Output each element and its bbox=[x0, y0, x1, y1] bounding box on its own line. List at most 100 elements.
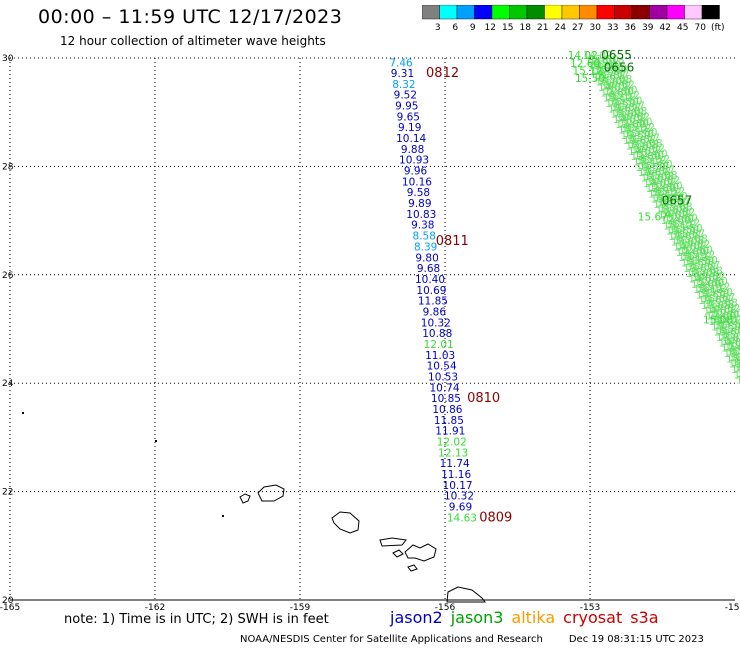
swh-value-label: 10.53 bbox=[428, 371, 458, 383]
swh-value-label: 11.85 bbox=[434, 415, 464, 427]
swh-value-label: 15.08 bbox=[708, 297, 738, 309]
swh-value-label: 9.31 bbox=[391, 68, 414, 80]
color-scale-bar: 3 6 9 12 15 18 21 24 27 30 33 36 39 42 45 70 (ft) bbox=[422, 5, 725, 31]
swh-value-label: 12.60 bbox=[570, 58, 600, 70]
swh-value-label: 15.50 bbox=[711, 321, 740, 333]
swh-value-label: 12.60 bbox=[706, 311, 736, 323]
swh-value-label: 15.08 bbox=[674, 235, 704, 247]
swh-value-label: 14.02 bbox=[613, 114, 643, 126]
island-hawaii bbox=[446, 586, 486, 603]
swh-value-label: 15.12 bbox=[573, 65, 603, 77]
footer-credit: NOAA/NESDIS Center for Satellite Applica… bbox=[240, 634, 704, 645]
swh-value-label: 15.08 bbox=[659, 203, 689, 215]
swh-value-label: 14.02 bbox=[635, 143, 665, 155]
swh-value-label: 10.14 bbox=[396, 133, 426, 145]
swh-value-label: 12.60 bbox=[679, 246, 709, 258]
swh-value-label: 12.60 bbox=[637, 149, 667, 161]
swh-value-label: 15.08 bbox=[602, 74, 632, 86]
swh-value-label: 15.50 bbox=[733, 351, 740, 363]
hawaiian-islands bbox=[22, 412, 486, 603]
swh-value-label: 15.50 bbox=[696, 289, 726, 301]
swh-value-label: 15.08 bbox=[663, 202, 693, 214]
swh-value-label: 15.12 bbox=[667, 219, 697, 231]
lon-tick-label: -159 bbox=[290, 603, 311, 612]
generated-timestamp: Dec 19 08:31:15 UTC 2023 bbox=[568, 634, 704, 645]
island-maui bbox=[404, 543, 437, 562]
swh-value-label: 14.02 bbox=[650, 175, 680, 187]
swh-value-label: 11.74 bbox=[440, 458, 470, 470]
swh-value-label: 15.08 bbox=[641, 172, 671, 184]
swh-value-label: 15.08 bbox=[731, 364, 740, 376]
swh-value-label: 15.67 bbox=[675, 228, 705, 240]
swh-value-label: 15.50 bbox=[669, 224, 699, 236]
swh-value-label: 15.12 bbox=[678, 252, 708, 264]
swh-value-label: 15.12 bbox=[724, 348, 740, 360]
swh-value-label: 8.39 bbox=[414, 241, 437, 253]
swh-value-label: 15.12 bbox=[640, 154, 670, 166]
swh-value-label: 15.50 bbox=[666, 226, 696, 238]
swh-value-label: 14.02 bbox=[616, 113, 646, 125]
swh-value-label: 15.12 bbox=[606, 91, 636, 103]
swh-value-label: 15.50 bbox=[714, 320, 740, 332]
swh-value-label: 15.67 bbox=[638, 167, 668, 179]
swh-value-label: 15.50 bbox=[654, 192, 684, 204]
swh-value-label: 12.60 bbox=[698, 276, 728, 288]
colorbar-label: 33 bbox=[607, 23, 618, 31]
swh-value-label: 15.50 bbox=[594, 65, 624, 77]
swh-value-label: 15.08 bbox=[735, 363, 740, 375]
swh-value-label: 12.60 bbox=[683, 244, 713, 256]
satellite-legend: jason2 jason3 altika cryosat s3a bbox=[390, 608, 667, 627]
swh-value-label: 12.60 bbox=[736, 375, 740, 387]
island-necker bbox=[155, 440, 157, 442]
island-nihoa bbox=[22, 412, 24, 414]
swh-value-label: 14.02 bbox=[725, 335, 740, 347]
swh-value-label: 15.12 bbox=[648, 188, 678, 200]
swh-value-label: 15.50 bbox=[639, 160, 669, 172]
swh-value-label: 15.67 bbox=[596, 70, 626, 82]
swh-value-label: 15.50 bbox=[718, 319, 740, 331]
swh-value-label: 15.50 bbox=[609, 97, 639, 109]
pass-time-label: 0812 bbox=[426, 66, 459, 81]
swh-value-label: 10.83 bbox=[406, 209, 436, 221]
swh-value-label: 8.32 bbox=[392, 79, 415, 91]
swh-value-label: 15.08 bbox=[704, 299, 734, 311]
colorbar-label: 12 bbox=[485, 23, 496, 31]
swh-value-label: 15.08 bbox=[599, 75, 629, 87]
swh-value-label: 14.02 bbox=[718, 337, 740, 349]
swh-value-label: 12.60 bbox=[709, 309, 739, 321]
swh-value-label: 9.38 bbox=[411, 220, 434, 232]
swh-value-label: 14.02 bbox=[688, 274, 718, 286]
swh-value-label: 14.02 bbox=[710, 303, 740, 315]
island-kauai bbox=[257, 484, 285, 502]
lat-tick-label: 28 bbox=[2, 162, 14, 172]
lon-tick-label: -153 bbox=[580, 603, 600, 612]
swh-value-label: 15.50 bbox=[673, 223, 703, 235]
island-niihau bbox=[239, 493, 251, 504]
lon-tick-label: -156 bbox=[435, 603, 456, 612]
swh-value-label: 14.02 bbox=[658, 210, 688, 222]
lat-tick-label: 26 bbox=[2, 271, 14, 281]
swh-value-label: 15.08 bbox=[689, 267, 719, 279]
axis-ticks: -165 -162 -159 -156 -153 -150 20 22 24 26 28 30 bbox=[0, 54, 740, 612]
swh-value-label: 15.67 bbox=[653, 199, 683, 211]
swh-value-label: 15.12 bbox=[700, 282, 730, 294]
swh-value-label: 12.01 bbox=[424, 339, 454, 351]
swh-value-label: 12.60 bbox=[649, 182, 679, 194]
swh-value-label: 11.03 bbox=[425, 350, 455, 362]
swh-value-label: 15.12 bbox=[663, 220, 693, 232]
swh-value-label: 15.08 bbox=[716, 332, 740, 344]
swh-value-label: 15.12 bbox=[693, 284, 723, 296]
note-text: note: 1) Time is in UTC; 2) SWH is in fe… bbox=[64, 612, 329, 627]
swh-value-label: 15.50 bbox=[627, 127, 657, 139]
swh-value-label: 12.60 bbox=[653, 180, 683, 192]
swh-value-label: 8.58 bbox=[413, 231, 436, 243]
swh-value-label: 12.60 bbox=[713, 308, 740, 320]
swh-value-label: 12.13 bbox=[438, 447, 468, 459]
swh-value-label: 12.60 bbox=[585, 55, 615, 67]
swh-value-label: 15.12 bbox=[670, 218, 700, 230]
swh-value-label: 14.02 bbox=[568, 50, 598, 62]
colorbar-label: 18 bbox=[520, 23, 532, 31]
swh-value-label: 15.12 bbox=[708, 316, 738, 328]
jason3-track: 14.0212.6015.1215.5015.6715.0814.0212.60… bbox=[568, 48, 740, 387]
swh-value-label: 15.12 bbox=[595, 58, 625, 70]
